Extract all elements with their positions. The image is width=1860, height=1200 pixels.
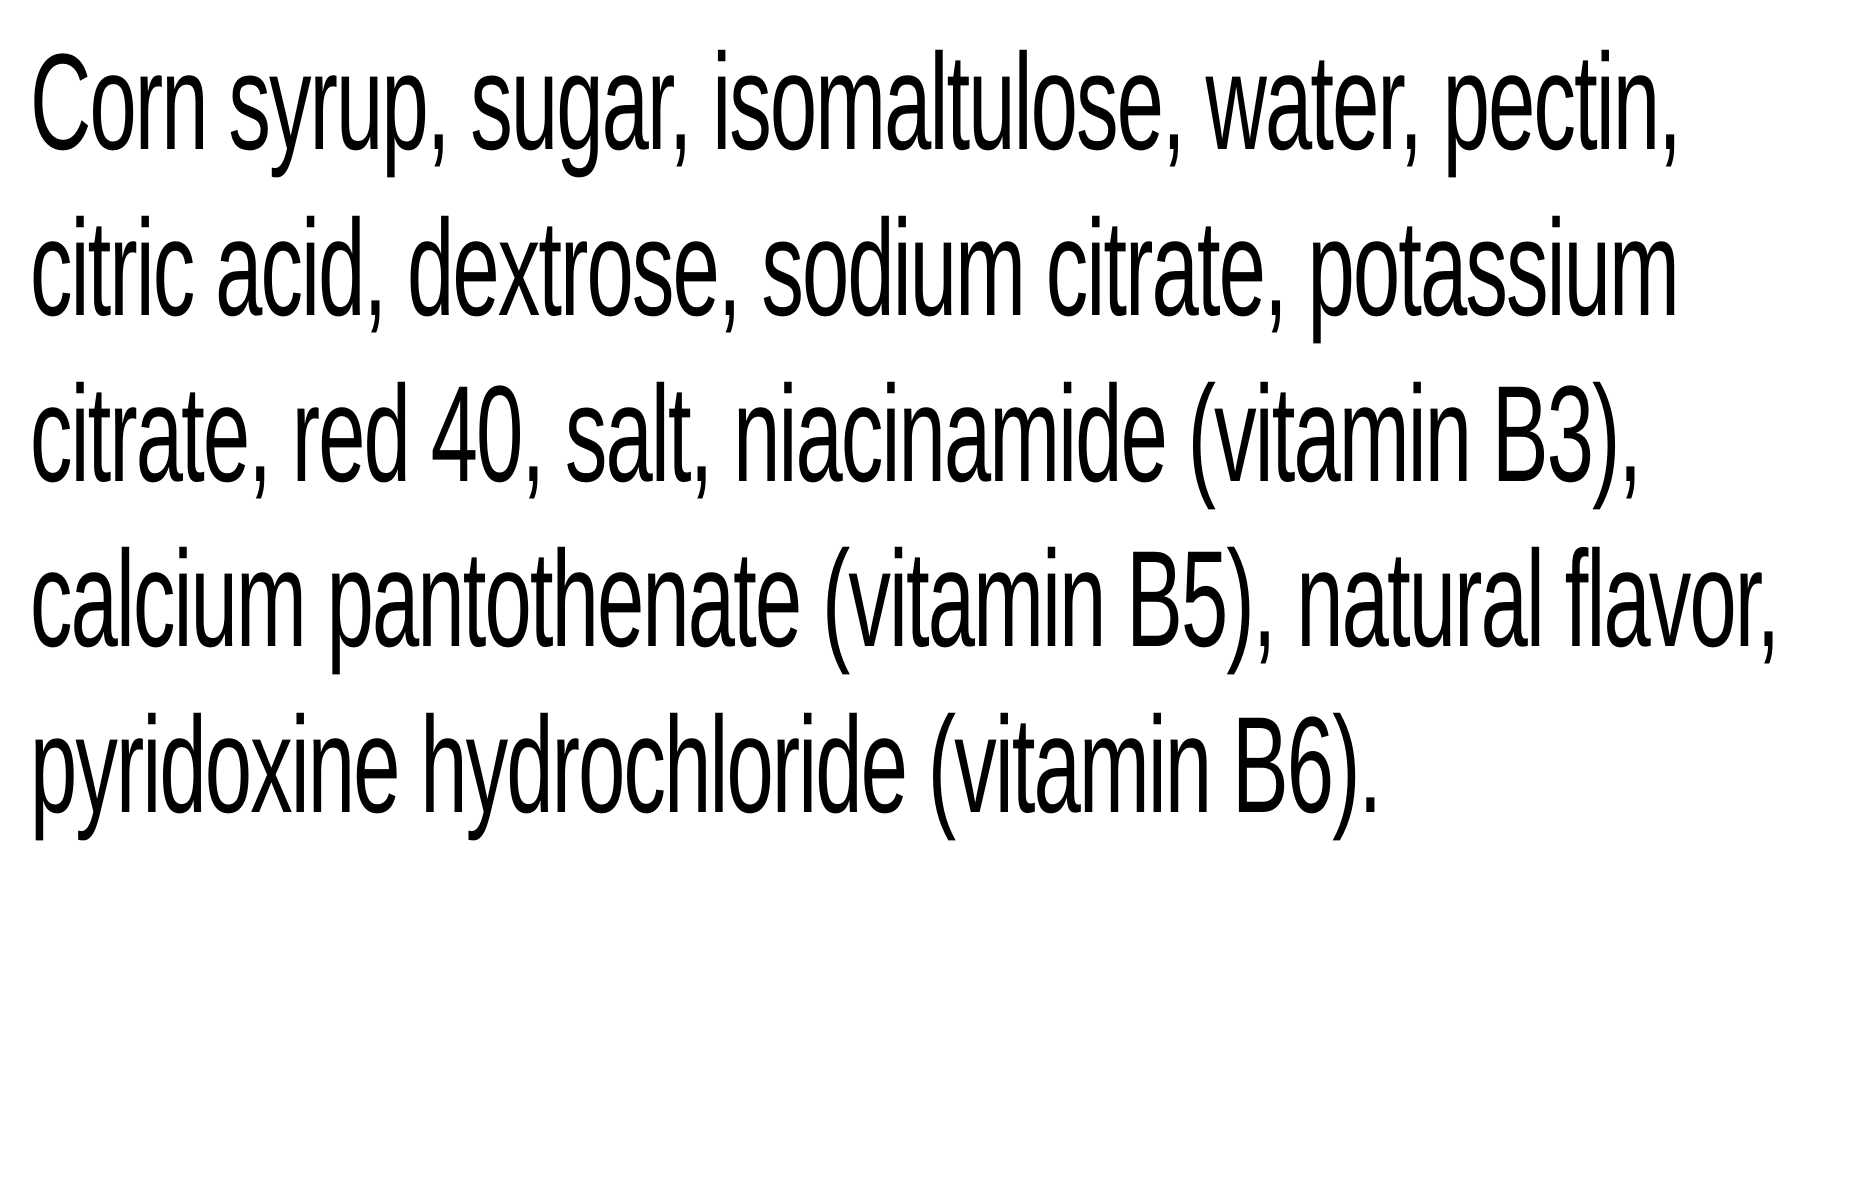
ingredients-container: Corn syrup, sugar, isomaltulose, water, … <box>0 0 1860 1200</box>
ingredients-text: Corn syrup, sugar, isomaltulose, water, … <box>30 20 1827 849</box>
